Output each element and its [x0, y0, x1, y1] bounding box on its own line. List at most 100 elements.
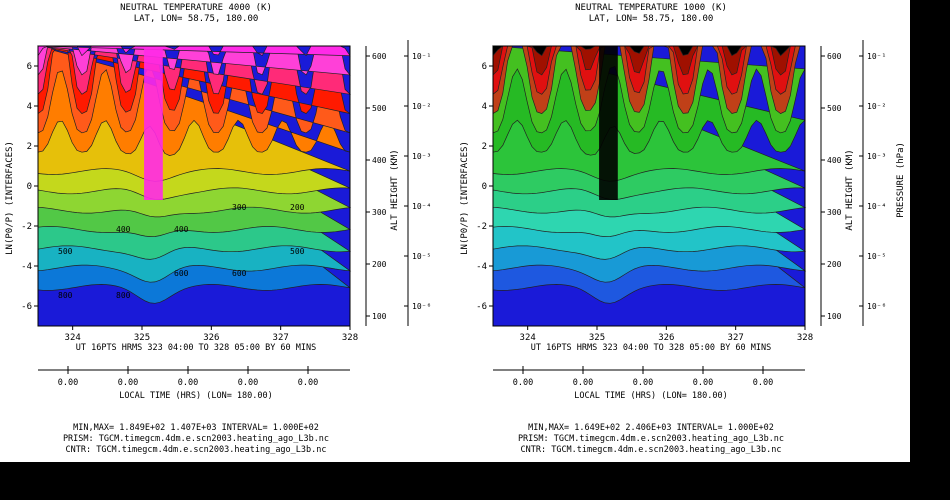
- altitude-tick-label: 200: [372, 260, 387, 269]
- left-local-time-axis: 0.00 0.00 0.00 0.00 0.00: [38, 366, 350, 388]
- right-footer-prism: PRISM: TGCM.timegcm.4dm.e.scn2003.heatin…: [518, 434, 784, 444]
- y-tick-label: 2: [482, 142, 487, 152]
- left-chart-title: NEUTRAL TEMPERATURE 4000 (K): [120, 3, 272, 13]
- local-time-tick-label: 0.00: [58, 378, 78, 388]
- y-tick-label: 6: [482, 62, 487, 72]
- right-altitude-axis: 600 500 400 300 200 100: [820, 46, 842, 326]
- y-tick-label: -6: [21, 302, 32, 312]
- altitude-tick-label: 500: [827, 104, 842, 113]
- pressure-tick-label: 10⁻⁵: [867, 252, 886, 261]
- pressure-tick-label: 10⁻⁵: [412, 252, 431, 261]
- local-time-tick-label: 0.00: [178, 378, 198, 388]
- left-x-ticks: 324 325 326 327 328: [65, 326, 358, 343]
- contour-label: 600: [232, 269, 247, 278]
- right-plot-area: [492, 45, 807, 327]
- altitude-tick-label: 300: [827, 208, 842, 217]
- pressure-tick-label: 10⁻²: [867, 102, 886, 111]
- right-altitude-axis-label: ALT HEIGHT (KM): [845, 149, 855, 230]
- pressure-tick-label: 10⁻⁶: [867, 302, 886, 311]
- right-chart-panel: NEUTRAL TEMPERATURE 1000 (K) LAT, LON= 5…: [455, 0, 910, 462]
- pressure-tick-label: 10⁻¹: [867, 52, 886, 61]
- right-footer-minmax: MIN,MAX= 1.649E+02 2.406E+03 INTERVAL= 1…: [528, 423, 774, 433]
- local-time-tick-label: 0.00: [298, 378, 318, 388]
- left-chart-svg: NEUTRAL TEMPERATURE 4000 (K) LAT, LON= 5…: [5, 3, 431, 455]
- left-y-axis-label: LN(P0/P) (INTERFACES): [5, 141, 15, 255]
- left-local-time-label: LOCAL TIME (HRS) (LON= 180.00): [119, 391, 273, 401]
- local-time-tick-label: 0.00: [753, 378, 773, 388]
- left-x-axis-label: UT 16PTS HRMS 323 04:00 TO 328 05:00 BY …: [76, 343, 317, 353]
- altitude-tick-label: 400: [372, 156, 387, 165]
- y-tick-label: 2: [27, 142, 32, 152]
- right-pressure-axis-label: PRESSURE (hPa): [896, 142, 906, 218]
- altitude-tick-label: 600: [827, 52, 842, 61]
- altitude-tick-label: 600: [372, 52, 387, 61]
- y-tick-label: -4: [476, 262, 487, 272]
- heatmap-hot-spike: [144, 46, 163, 200]
- local-time-tick-label: 0.00: [693, 378, 713, 388]
- pressure-tick-label: 10⁻³: [412, 152, 431, 161]
- altitude-tick-label: 200: [827, 260, 842, 269]
- pressure-tick-label: 10⁻⁴: [412, 202, 431, 211]
- left-altitude-axis: 600 500 400 300 200 100: [365, 46, 387, 326]
- right-x-ticks: 324 325 326 327 328: [520, 326, 813, 343]
- heatmap-hot-spike: [599, 46, 618, 200]
- contour-label: 600: [174, 269, 189, 278]
- local-time-tick-label: 0.00: [238, 378, 258, 388]
- x-tick-label: 324: [520, 333, 536, 343]
- altitude-tick-label: 300: [372, 208, 387, 217]
- x-tick-label: 326: [203, 333, 219, 343]
- right-local-time-label: LOCAL TIME (HRS) (LON= 180.00): [574, 391, 728, 401]
- right-chart-svg: NEUTRAL TEMPERATURE 1000 (K) LAT, LON= 5…: [460, 3, 906, 455]
- altitude-tick-label: 500: [372, 104, 387, 113]
- pressure-tick-label: 10⁻³: [867, 152, 886, 161]
- x-tick-label: 325: [134, 333, 150, 343]
- left-footer-prism: PRISM: TGCM.timegcm.4dm.e.scn2003.heatin…: [63, 434, 329, 444]
- right-local-time-axis: 0.00 0.00 0.00 0.00 0.00: [493, 366, 805, 388]
- y-tick-label: -2: [476, 222, 487, 232]
- left-chart-panel: NEUTRAL TEMPERATURE 4000 (K) LAT, LON= 5…: [0, 0, 455, 462]
- right-x-axis-label: UT 16PTS HRMS 323 04:00 TO 328 05:00 BY …: [531, 343, 772, 353]
- contour-label: 800: [116, 291, 131, 300]
- local-time-tick-label: 0.00: [633, 378, 653, 388]
- y-tick-label: 6: [27, 62, 32, 72]
- right-chart-subtitle: LAT, LON= 58.75, 180.00: [589, 14, 714, 24]
- contour-label: 200: [290, 203, 305, 212]
- x-tick-label: 327: [728, 333, 744, 343]
- right-chart-title: NEUTRAL TEMPERATURE 1000 (K): [575, 3, 727, 13]
- contour-label: 300: [232, 203, 247, 212]
- contour-label: 400: [116, 225, 131, 234]
- contour-label: 800: [58, 291, 73, 300]
- y-tick-label: 0: [27, 182, 32, 192]
- x-tick-label: 328: [342, 333, 358, 343]
- left-chart-subtitle: LAT, LON= 58.75, 180.00: [134, 14, 259, 24]
- pressure-tick-label: 10⁻⁶: [412, 302, 431, 311]
- figure-canvas: NEUTRAL TEMPERATURE 4000 (K) LAT, LON= 5…: [0, 0, 910, 462]
- left-y-ticks: 6 4 2 0 -2 -4 -6: [21, 62, 38, 312]
- left-footer-minmax: MIN,MAX= 1.849E+02 1.407E+03 INTERVAL= 1…: [73, 423, 319, 433]
- contour-label: 500: [290, 247, 305, 256]
- y-tick-label: -6: [476, 302, 487, 312]
- y-tick-label: -2: [21, 222, 32, 232]
- right-pressure-axis: 10⁻¹ 10⁻² 10⁻³ 10⁻⁴ 10⁻⁵ 10⁻⁶: [859, 40, 886, 326]
- contour-label: 400: [174, 225, 189, 234]
- local-time-tick-label: 0.00: [573, 378, 593, 388]
- left-footer-cntr: CNTR: TGCM.timegcm.4dm.e.scn2003.heating…: [66, 445, 327, 455]
- altitude-tick-label: 100: [827, 312, 842, 321]
- pressure-tick-label: 10⁻⁴: [867, 202, 886, 211]
- right-y-ticks: 6 4 2 0 -2 -4 -6: [476, 62, 493, 312]
- left-pressure-axis: 10⁻¹ 10⁻² 10⁻³ 10⁻⁴ 10⁻⁵ 10⁻⁶: [404, 40, 431, 326]
- pressure-tick-label: 10⁻²: [412, 102, 431, 111]
- x-tick-label: 326: [658, 333, 674, 343]
- y-tick-label: -4: [21, 262, 32, 272]
- altitude-tick-label: 100: [372, 312, 387, 321]
- left-plot-area: 800 800 600 600 500 500 400 400 300 200: [37, 45, 352, 327]
- x-tick-label: 325: [589, 333, 605, 343]
- right-y-axis-label: LN(P0/P) (INTERFACES): [460, 141, 470, 255]
- right-footer-cntr: CNTR: TGCM.timegcm.4dm.e.scn2003.heating…: [521, 445, 782, 455]
- x-tick-label: 324: [65, 333, 81, 343]
- left-altitude-axis-label: ALT HEIGHT (KM): [390, 149, 400, 230]
- x-tick-label: 328: [797, 333, 813, 343]
- local-time-tick-label: 0.00: [118, 378, 138, 388]
- pressure-tick-label: 10⁻¹: [412, 52, 431, 61]
- y-tick-label: 4: [27, 102, 32, 112]
